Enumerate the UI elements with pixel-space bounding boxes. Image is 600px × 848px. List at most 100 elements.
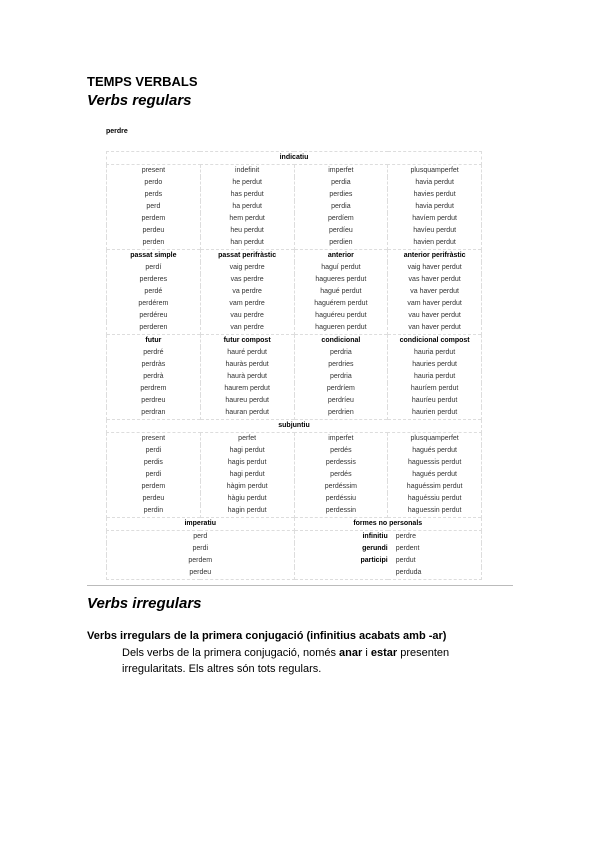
conjugation-row: perd infinitiu perdre [106, 530, 482, 543]
conjugation-row: perdé va perdre hagué perdut va haver perdu… [106, 286, 482, 298]
form-value: perdut [395, 557, 416, 564]
imperative-cell: perdi [106, 543, 295, 555]
conjugation-row: perdrem haurem perdut perdríem hauríem perd… [106, 383, 482, 395]
form-value: perdre [395, 533, 416, 540]
conjugation-cell: hauria perdut [387, 347, 482, 359]
conjugation-cell: vaig perdre [199, 262, 295, 274]
tense-header: present [106, 164, 201, 177]
conjugation-cell: haguessis perdut [387, 457, 482, 469]
non-personal-form-cell: participi perdut [293, 555, 482, 567]
tense-header: present [106, 432, 201, 445]
tense-header-row: futur futur compost condicional condicional… [106, 334, 482, 347]
tense-header-row: present indefinit imperfet plusquamperfet [106, 164, 482, 177]
conjugation-cell: perdeu [106, 493, 201, 505]
conjugation-row: perds has perdut perdies havies perdut [106, 189, 482, 201]
conjugation-cell: perdries [293, 359, 389, 371]
paragraph-text: i [362, 647, 371, 659]
conjugation-cell: perdien [293, 237, 389, 250]
paragraph-text: Dels verbs de la primera conjugació, nom… [122, 647, 340, 659]
conjugation-cell: perdessis [293, 457, 389, 469]
verb-anar: anar [339, 647, 363, 659]
conjugation-cell: perdré [106, 347, 201, 359]
conjugation-cell: perdia [293, 177, 389, 189]
conjugation-row: perderes vas perdre hagueres perdut vas hav… [106, 274, 482, 286]
conjugation-cell: vau perdre [199, 310, 295, 322]
conjugation-cell: perdéssiu [293, 493, 389, 505]
imperative-cell: perdem [106, 555, 295, 567]
conjugation-row: perdem participi perdut [106, 555, 482, 567]
conjugation-row: perderen van perdre hagueren perdut van hav… [106, 322, 482, 335]
conjugation-cell: va haver perdut [387, 286, 482, 298]
conjugation-cell: haurien perdut [387, 407, 482, 420]
conjugation-cell: hagis perdut [199, 457, 295, 469]
section-header-imperatiu: imperatiu [106, 517, 295, 531]
conjugation-row: perdré hauré perdut perdria hauria perdut [106, 347, 482, 359]
conjugation-cell: haguéssiu perdut [387, 493, 482, 505]
conjugation-cell: perdis [106, 457, 201, 469]
conjugation-cell: perdi [106, 445, 201, 457]
conjugation-cell: perdéreu [106, 310, 201, 322]
tense-header: plusquamperfet [387, 432, 482, 445]
conjugation-cell: perdi [106, 469, 201, 481]
conjugation-cell: hauries perdut [387, 359, 482, 371]
conjugation-cell: perdeu [106, 225, 201, 237]
conjugation-cell: perdríeu [293, 395, 389, 407]
conjugation-cell: haguéreu perdut [293, 310, 389, 322]
conjugation-row: perdran hauran perdut perdrien haurien perd… [106, 407, 482, 420]
conjugation-cell: havia perdut [387, 177, 482, 189]
conjugation-cell: hagués perdut [387, 469, 482, 481]
conjugation-cell: van perdre [199, 322, 295, 335]
conjugation-cell: hagin perdut [199, 505, 295, 518]
tense-header: perfet [199, 432, 295, 445]
conjugation-cell: ha perdut [199, 201, 295, 213]
conjugation-row: perdérem vam perdre haguérem perdut vam hav… [106, 298, 482, 310]
conjugation-cell: has perdut [199, 189, 295, 201]
tense-header: futur [106, 334, 201, 347]
conjugation-cell: hagueren perdut [293, 322, 389, 335]
form-label: gerundi [362, 545, 388, 552]
conjugation-cell: perdíeu [293, 225, 389, 237]
conjugation-cell: haguessin perdut [387, 505, 482, 518]
tense-header-row: passat simple passat perifràstic anterior a… [106, 249, 482, 262]
conjugation-cell: perdrien [293, 407, 389, 420]
conjugation-cell: vas haver perdut [387, 274, 482, 286]
conjugation-cell: hàgim perdut [199, 481, 295, 493]
non-personal-form-cell: infinitiu perdre [293, 530, 482, 543]
conjugation-cell: havíeu perdut [387, 225, 482, 237]
conjugation-cell: hagi perdut [199, 469, 295, 481]
divider [87, 585, 513, 586]
conjugation-cell: perdem [106, 481, 201, 493]
conjugation-cell: hagués perdut [387, 445, 482, 457]
conjugation-row: perdeu hàgiu perdut perdéssiu haguéssiu per… [106, 493, 482, 505]
conjugation-cell: van haver perdut [387, 322, 482, 335]
section-header-row: subjuntiu [106, 419, 482, 433]
conjugation-cell: vam perdre [199, 298, 295, 310]
tense-header: futur compost [199, 334, 295, 347]
tense-header: plusquamperfet [387, 164, 482, 177]
conjugation-cell: haurà perdut [199, 371, 295, 383]
section-header-subjuntiu: subjuntiu [106, 419, 482, 433]
conjugation-cell: hauràs perdut [199, 359, 295, 371]
tense-header: condicional compost [387, 334, 482, 347]
verb-label: perdre [106, 128, 128, 135]
conjugation-cell: han perdut [199, 237, 295, 250]
conjugation-cell: havíem perdut [387, 213, 482, 225]
conjugation-row: perdeu perduda [106, 567, 482, 580]
form-value: perduda [395, 569, 422, 576]
conjugation-row: perdo he perdut perdia havia perdut [106, 177, 482, 189]
conjugation-cell: va perdre [199, 286, 295, 298]
conjugation-cell: vaig haver perdut [387, 262, 482, 274]
conjugation-cell: vas perdre [199, 274, 295, 286]
conjugation-row: perdem hem perdut perdíem havíem perdut [106, 213, 482, 225]
conjugation-cell: haurem perdut [199, 383, 295, 395]
conjugation-cell: hauran perdut [199, 407, 295, 420]
verb-estar: estar [370, 647, 398, 659]
conjugation-cell: hagi perdut [199, 445, 295, 457]
conjugation-cell: he perdut [199, 177, 295, 189]
conjugation-cell: perdrem [106, 383, 201, 395]
conjugation-cell: perdies [293, 189, 389, 201]
conjugation-cell: perdessin [293, 505, 389, 518]
paragraph-text: presenten irregularitats. Els altres són… [122, 647, 450, 675]
conjugation-row: perdin hagin perdut perdessin haguessin per… [106, 505, 482, 518]
conjugation-cell: heu perdut [199, 225, 295, 237]
